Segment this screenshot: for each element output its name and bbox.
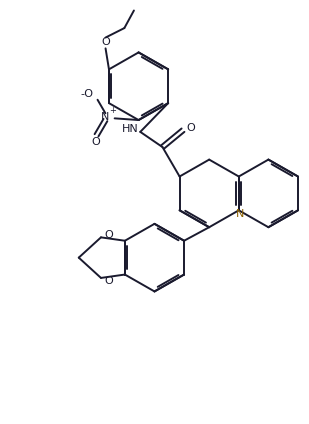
Text: O: O bbox=[186, 123, 195, 134]
Text: +: + bbox=[109, 106, 116, 115]
Text: O: O bbox=[104, 230, 113, 240]
Text: O: O bbox=[102, 36, 111, 47]
Text: -O: -O bbox=[80, 89, 93, 99]
Text: N: N bbox=[101, 112, 110, 122]
Text: O: O bbox=[91, 137, 100, 147]
Text: O: O bbox=[104, 276, 113, 286]
Text: HN: HN bbox=[122, 124, 139, 134]
Text: N: N bbox=[236, 209, 245, 219]
